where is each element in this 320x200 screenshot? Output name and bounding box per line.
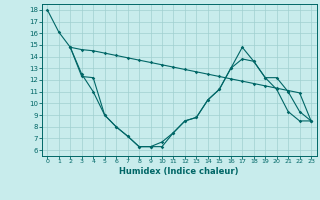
X-axis label: Humidex (Indice chaleur): Humidex (Indice chaleur) xyxy=(119,167,239,176)
